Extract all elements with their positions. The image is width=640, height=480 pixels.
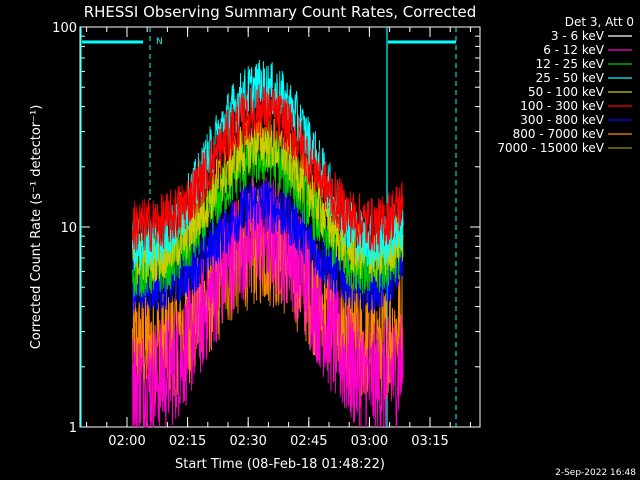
series-line [132, 114, 404, 285]
legend-label: 6 - 12 keV [543, 43, 605, 57]
legend-label: 3 - 6 keV [551, 29, 605, 43]
x-tick-label: 03:00 [351, 434, 388, 449]
legend-label: 7000 - 15000 keV [497, 141, 604, 155]
x-axis-label: Start Time (08-Feb-18 01:48:22) [175, 457, 385, 472]
chart-title: RHESSI Observing Summary Count Rates, Co… [84, 3, 477, 21]
footer-date: 2-Sep-2022 16:48 [555, 468, 636, 478]
y-axis-label: Corrected Count Rate (s⁻¹ detector⁻¹) [29, 105, 44, 350]
x-axis-ticks: 02:00 02:15 02:30 02:45 03:00 03:15 [86, 27, 471, 449]
x-tick-label: 02:30 [229, 434, 266, 449]
series-line [132, 84, 404, 253]
legend-label: 25 - 50 keV [536, 71, 605, 85]
y-tick-label: 1 [69, 421, 77, 436]
legend-label: 100 - 300 keV [520, 99, 604, 113]
y-tick-label: 100 [52, 21, 77, 36]
x-tick-label: 02:15 [169, 434, 206, 449]
series-group [132, 59, 404, 429]
legend-header: Det 3, Att 0 [565, 15, 634, 29]
flag-label: N [156, 37, 163, 47]
legend-label: 800 - 7000 keV [513, 127, 605, 141]
y-axis-ticks: 1 10 100 [52, 21, 480, 436]
x-tick-label: 02:45 [290, 434, 327, 449]
x-tick-label: 02:00 [108, 434, 145, 449]
legend-label: 12 - 25 keV [536, 57, 605, 71]
x-tick-label: 03:15 [411, 434, 448, 449]
legend-label: 300 - 800 keV [520, 113, 604, 127]
legend-label: 50 - 100 keV [528, 85, 605, 99]
series-line [132, 176, 404, 429]
y-tick-label: 10 [60, 221, 77, 236]
